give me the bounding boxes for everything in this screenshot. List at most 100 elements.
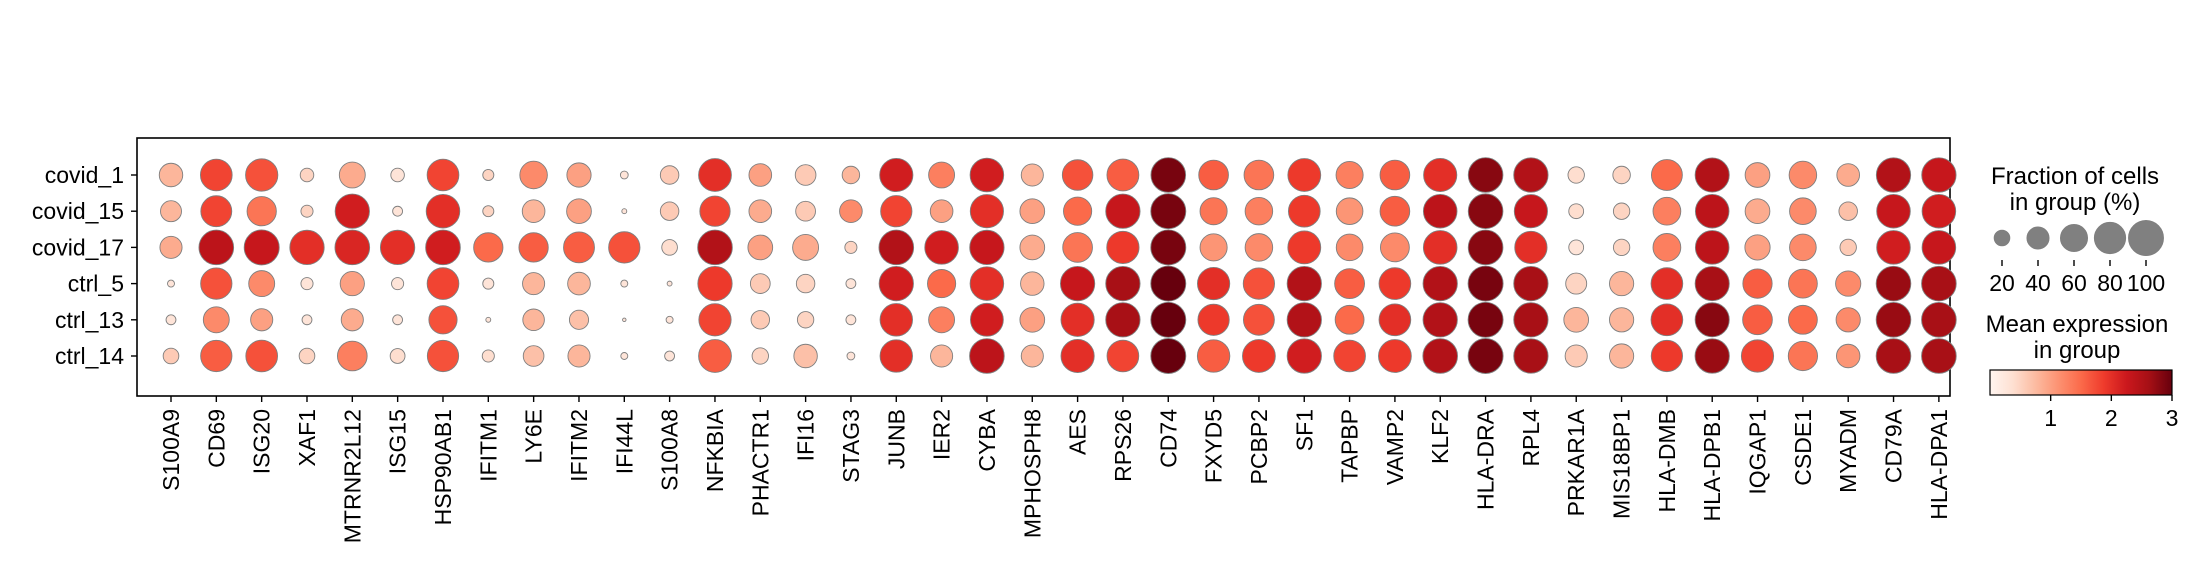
size-legend-label: 40 — [2025, 270, 2051, 296]
dot-ctrl_14-HLA-DRA — [1467, 338, 1504, 374]
dot-covid_1-HLA-DPA1 — [1921, 157, 1957, 193]
dot-covid_17-HLA-DMB — [1652, 233, 1682, 262]
dot-covid_15-MTRNR2L12 — [334, 193, 370, 229]
dot-ctrl_13-HLA-DRA — [1467, 301, 1504, 338]
dot-covid_1-VAMP2 — [1379, 159, 1411, 191]
dot-covid_17-LY6E — [518, 232, 549, 263]
dot-ctrl_14-CD79A — [1875, 338, 1912, 374]
dot-covid_15-RPL4 — [1513, 194, 1548, 229]
dot-covid_17-JUNB — [878, 229, 915, 266]
dot-ctrl_5-FXYD5 — [1197, 267, 1231, 301]
dot-covid_17-FXYD5 — [1199, 233, 1228, 262]
x-tick-label: HLA-DMB — [1654, 409, 1680, 513]
dot-ctrl_5-HSP90AB1 — [426, 267, 460, 300]
dot-ctrl_13-RPL4 — [1513, 302, 1549, 338]
dot-ctrl_5-CD69 — [200, 267, 233, 300]
size-legend-dot — [2128, 220, 2164, 256]
dot-ctrl_13-ISG15 — [392, 314, 403, 326]
dot-covid_15-ISG20 — [246, 196, 277, 227]
dot-ctrl_13-HLA-DMB — [1650, 303, 1684, 337]
x-tick-label: PCBP2 — [1246, 409, 1272, 484]
dot-covid_17-XAF1 — [289, 229, 325, 265]
dot-covid_15-CD69 — [200, 195, 233, 228]
colorbar-tick-label: 2 — [2105, 405, 2118, 431]
x-tick-label: AES — [1065, 409, 1091, 455]
dot-ctrl_5-S100A8 — [666, 280, 673, 287]
x-tick-label: S100A8 — [657, 409, 683, 491]
dot-ctrl_14-HSP90AB1 — [426, 339, 460, 373]
dot-covid_17-IFITM1 — [473, 232, 504, 263]
dot-ctrl_13-HLA-DPA1 — [1921, 302, 1957, 338]
x-tick-label: CYBA — [974, 408, 1000, 471]
x-tick-label: CD79A — [1881, 408, 1907, 483]
dot-covid_15-CD74 — [1150, 193, 1187, 230]
dot-ctrl_13-MIS18BP1 — [1609, 307, 1635, 333]
dot-covid_15-CYBA — [969, 194, 1004, 229]
color-legend: Mean expression in group 1 2 3 — [1986, 311, 2179, 431]
dot-covid_1-RPL4 — [1513, 157, 1549, 193]
dot-covid_17-IER2 — [924, 230, 959, 265]
dot-covid_15-ISG15 — [392, 205, 403, 217]
dot-ctrl_5-STAG3 — [845, 278, 857, 289]
dot-ctrl_14-S100A8 — [664, 350, 675, 362]
dot-covid_17-IQGAP1 — [1744, 234, 1771, 261]
dot-covid_1-MYADM — [1836, 163, 1860, 187]
x-tick-label: IFITM1 — [475, 409, 501, 482]
dot-covid_17-MYADM — [1839, 238, 1857, 257]
dot-covid_15-STAG3 — [839, 199, 863, 223]
dot-covid_17-CD79A — [1876, 230, 1911, 265]
dot-covid_1-CSDE1 — [1788, 160, 1818, 190]
dot-ctrl_14-IFITM1 — [481, 349, 495, 363]
dot-ctrl_13-SF1 — [1286, 302, 1322, 338]
dot-covid_1-SF1 — [1287, 158, 1322, 192]
dot-covid_17-SF1 — [1287, 230, 1322, 265]
size-legend-dot — [2059, 223, 2089, 253]
dot-ctrl_13-VAMP2 — [1378, 303, 1412, 337]
dot-covid_1-CD69 — [199, 158, 233, 192]
dot-covid_15-IFITM2 — [566, 198, 592, 225]
dot-ctrl_13-JUNB — [879, 303, 913, 337]
x-tick-label: PHACTR1 — [747, 409, 773, 516]
x-tick-label: NFKBIA — [702, 408, 728, 492]
dot-ctrl_13-CD79A — [1875, 302, 1912, 338]
dot-ctrl_13-LY6E — [522, 308, 545, 332]
dot-covid_1-ISG15 — [390, 167, 405, 183]
size-legend-title-line-1: Fraction of cells — [1991, 163, 2159, 190]
dot-ctrl_14-IER2 — [930, 344, 954, 368]
dot-covid_15-NFKBIA — [699, 195, 731, 227]
dot-covid_1-FXYD5 — [1198, 159, 1229, 191]
dot-grid — [158, 157, 1957, 374]
x-tick-label: HSP90AB1 — [430, 409, 456, 525]
dot-covid_17-CD74 — [1150, 229, 1187, 266]
dot-covid_1-PHACTR1 — [748, 163, 773, 187]
dot-covid_1-XAF1 — [299, 167, 315, 183]
dot-ctrl_14-HLA-DPA1 — [1921, 338, 1957, 374]
x-tick-label: HLA-DPB1 — [1699, 409, 1725, 521]
dot-covid_1-IFI44L — [619, 170, 629, 180]
dot-covid_1-CD74 — [1150, 157, 1187, 193]
dot-covid_1-IFITM1 — [482, 169, 495, 181]
dot-ctrl_13-MPHOSPH8 — [1019, 306, 1046, 333]
dot-ctrl_5-IFITM1 — [482, 277, 495, 290]
x-tick-label: KLF2 — [1427, 409, 1453, 464]
x-tick-label: IQGAP1 — [1745, 409, 1771, 495]
dot-ctrl_5-CD79A — [1875, 265, 1912, 302]
dot-covid_15-SF1 — [1288, 194, 1321, 228]
dot-covid_15-FXYD5 — [1199, 197, 1228, 226]
dot-ctrl_13-CD74 — [1150, 301, 1187, 338]
dot-ctrl_14-FXYD5 — [1196, 339, 1231, 373]
size-legend-label: 80 — [2097, 270, 2123, 296]
dot-ctrl_13-IFITM1 — [485, 316, 492, 323]
colorbar-tick-label: 1 — [2044, 405, 2057, 431]
dot-ctrl_5-RPS26 — [1105, 266, 1141, 302]
dot-covid_1-ISG20 — [245, 158, 279, 192]
dot-ctrl_13-PRKAR1A — [1563, 306, 1590, 333]
dot-covid_1-HLA-DRA — [1467, 157, 1504, 193]
dot-ctrl_5-KLF2 — [1422, 266, 1458, 302]
dot-ctrl_5-AES — [1059, 266, 1096, 302]
dot-ctrl_14-IFI16 — [793, 343, 818, 369]
dot-covid_1-IER2 — [928, 161, 956, 189]
y-tick-label: covid_17 — [32, 234, 124, 260]
dot-ctrl_5-HLA-DMB — [1650, 267, 1684, 300]
